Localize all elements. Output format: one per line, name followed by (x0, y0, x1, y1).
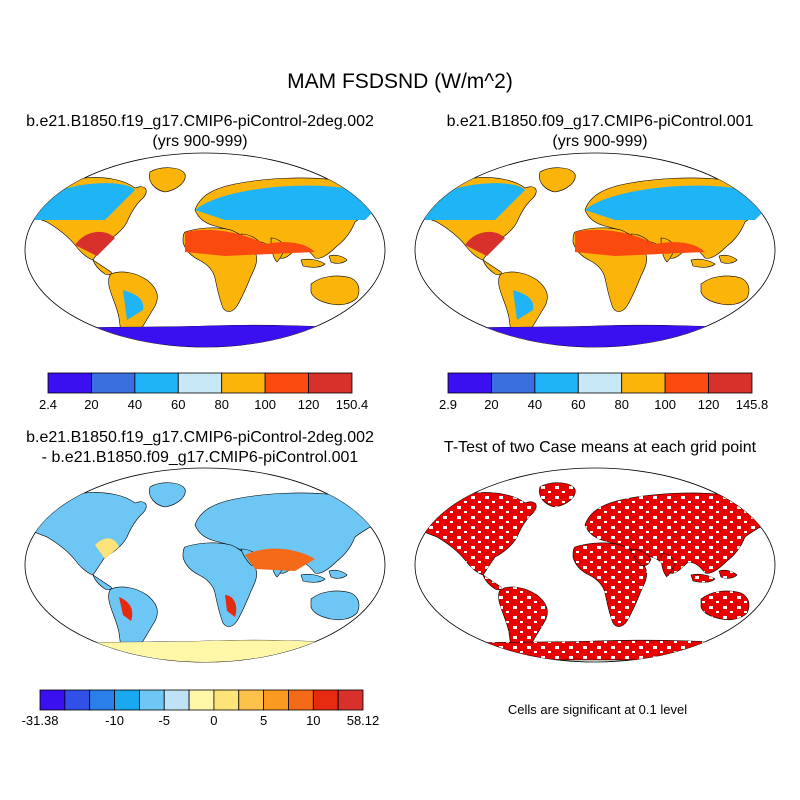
panel2-title-line2: (yrs 900-999) (552, 133, 648, 150)
panel3-map (24, 467, 386, 663)
colorbar-3-tick-label: -31.38 (21, 713, 59, 728)
panel3-south-america-anomaly (119, 597, 133, 621)
colorbar-1-swatch (91, 372, 136, 394)
colorbar-3-swatch (312, 689, 339, 711)
colorbar-2-tick-label: 2.9 (438, 397, 458, 412)
panel2-north-america-north (415, 183, 525, 220)
panel2-eurasia-north (585, 185, 775, 220)
panel2-us-southwest (465, 231, 505, 256)
colorbar-2-tick-label: 20 (484, 397, 499, 412)
panel1-title-line2: (yrs 900-999) (152, 133, 248, 150)
colorbar-1-swatch (221, 372, 266, 394)
colorbar-2-tick-label: 145.8 (735, 397, 769, 412)
panel1-eurasia-north (195, 185, 385, 220)
panel1-sahara (185, 229, 315, 256)
colorbar-3-tick-label: -10 (105, 713, 124, 728)
panel1-map (24, 152, 386, 348)
colorbar-3-tick-label: 5 (259, 713, 268, 728)
panel1-australia-center (323, 281, 347, 296)
panel2-sahara (575, 229, 705, 256)
colorbar-2-tick-label: 120 (697, 397, 720, 412)
colorbar-2-swatch (447, 372, 492, 394)
panel1-amazon (123, 290, 144, 320)
colorbar-3-tick-label: -5 (158, 713, 170, 728)
colorbar-1-tick-label: 150.4 (335, 397, 369, 412)
colorbar-2-swatch (577, 372, 623, 394)
colorbar-2-swatch (621, 372, 666, 394)
panel1-title: b.e21.B1850.f19_g17.CMIP6-piControl-2deg… (0, 112, 400, 152)
colorbar-1-tick-label: 60 (171, 397, 186, 412)
colorbar-3-swatch (39, 689, 66, 711)
panel3-title: b.e21.B1850.f19_g17.CMIP6-piControl-2deg… (0, 428, 400, 468)
colorbar-2-tick-label: 40 (527, 397, 543, 412)
panel1-antarctica (40, 325, 370, 347)
colorbar-1-tick-label: 80 (214, 397, 229, 412)
colorbar-2-swatch (664, 372, 709, 394)
colorbar-2-swatch (708, 372, 753, 394)
panel2-map (414, 152, 776, 348)
panel2-antarctica (430, 325, 760, 347)
panel4-map (414, 467, 776, 663)
colorbar-3-swatch (89, 689, 115, 711)
panel1-title-line1: b.e21.B1850.f19_g17.CMIP6-piControl-2deg… (26, 113, 374, 130)
colorbar-2-tick-label: 100 (654, 397, 676, 412)
colorbar-1-tick-label: 100 (254, 397, 276, 412)
colorbar-1-swatch (177, 372, 223, 394)
panel3-asia-anomaly (245, 548, 315, 571)
colorbar-1-swatch (47, 372, 92, 394)
colorbar-1 (47, 372, 353, 394)
colorbar-2-tick-label: 60 (571, 397, 586, 412)
colorbar-1-swatch (308, 372, 353, 394)
panel3-africa-anomaly (225, 595, 237, 617)
colorbar-1-tick-label: 2.4 (38, 397, 58, 412)
colorbar-3-tick-label: 58.12 (346, 713, 380, 728)
colorbar-3-tick-label: 0 (210, 713, 218, 728)
colorbar-3 (39, 689, 364, 711)
panel1-us-southwest (75, 231, 115, 256)
panel2-title: b.e21.B1850.f09_g17.CMIP6-piControl.001 … (400, 112, 800, 152)
colorbar-1-tick-label: 40 (127, 397, 143, 412)
panel3-us-anomaly (95, 538, 119, 559)
panel2-amazon (513, 290, 534, 320)
colorbar-3-tick-label: 10 (306, 713, 321, 728)
colorbar-1-swatch (264, 372, 309, 394)
colorbar-3-swatch (114, 689, 140, 711)
colorbar-2-swatch (534, 372, 579, 394)
colorbar-3-swatch (188, 689, 215, 711)
panel1-north-america-north (25, 183, 135, 220)
colorbar-3-swatch (213, 689, 240, 711)
colorbar-3-swatch (337, 689, 364, 711)
colorbar-2-swatch (491, 372, 536, 394)
colorbar-1-tick-label: 20 (84, 397, 99, 412)
colorbar-3-swatch (163, 689, 190, 711)
colorbar-3-swatch (138, 689, 165, 711)
colorbar-3-swatch (238, 689, 265, 711)
colorbar-2-tick-label: 80 (614, 397, 629, 412)
colorbar-3-swatch (64, 689, 91, 711)
colorbar-1-swatch (134, 372, 179, 394)
main-title: MAM FSDSND (W/m^2) (287, 70, 513, 93)
significance-note: Cells are significant at 0.1 level (507, 702, 688, 717)
panel4-title: T-Test of two Case means at each grid po… (400, 438, 800, 458)
panel2-title-line1: b.e21.B1850.f09_g17.CMIP6-piControl.001 (446, 113, 754, 130)
panel3-title-line2: - b.e21.B1850.f09_g17.CMIP6-piControl.00… (41, 449, 359, 466)
panel3-title-line1: b.e21.B1850.f19_g17.CMIP6-piControl-2deg… (26, 429, 374, 446)
colorbar-3-swatch (263, 689, 289, 711)
panel4-title-line1: T-Test of two Case means at each grid po… (443, 439, 757, 456)
colorbar-1-tick-label: 120 (297, 397, 320, 412)
colorbar-2 (447, 372, 753, 394)
panel3-antarctica (40, 640, 370, 662)
colorbar-3-swatch (288, 689, 314, 711)
